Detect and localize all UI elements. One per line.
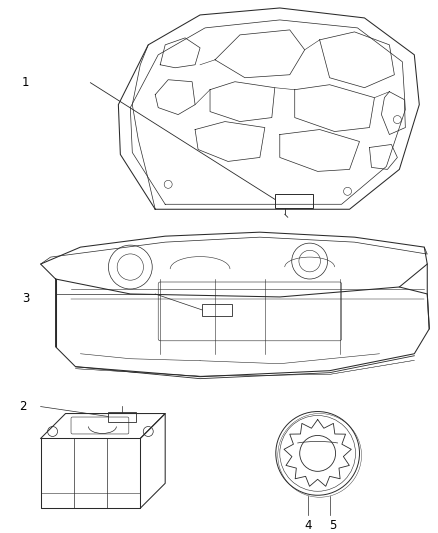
Bar bbox=[275, 195, 313, 208]
Text: 3: 3 bbox=[22, 293, 29, 305]
Bar bbox=[202, 304, 232, 316]
Text: 1: 1 bbox=[22, 76, 29, 89]
Bar bbox=[108, 411, 136, 422]
Text: 2: 2 bbox=[19, 400, 26, 413]
Text: 5: 5 bbox=[329, 519, 336, 531]
Text: 4: 4 bbox=[304, 519, 311, 531]
